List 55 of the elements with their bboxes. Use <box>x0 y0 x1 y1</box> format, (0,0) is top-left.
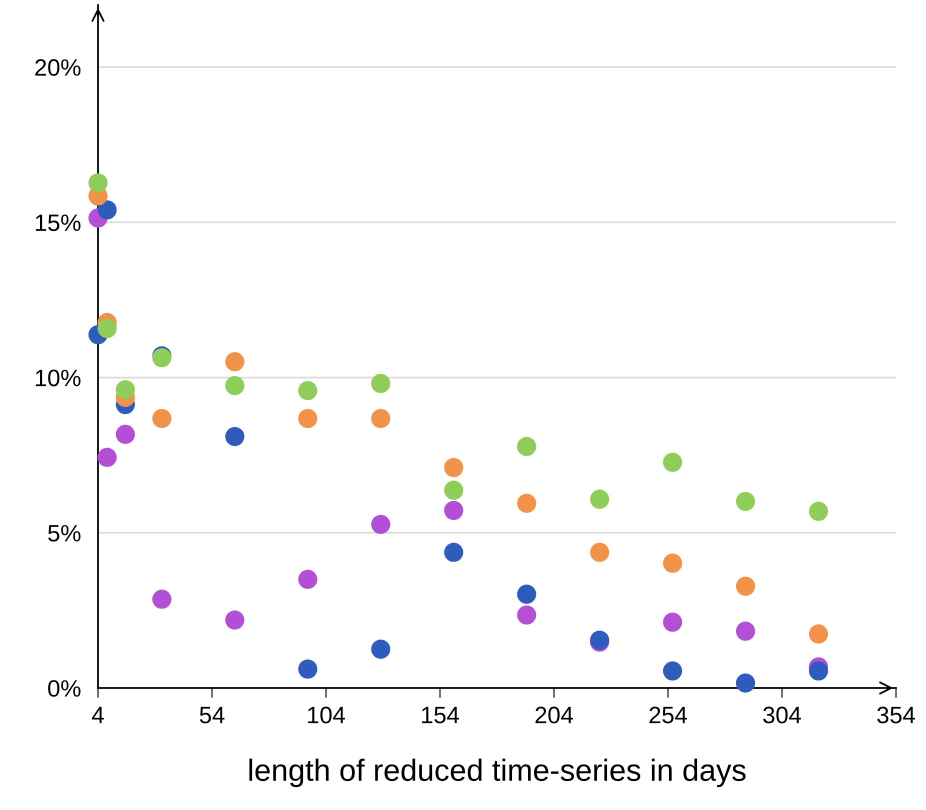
point <box>808 661 828 680</box>
point <box>98 200 117 220</box>
x-tick-label: 354 <box>877 706 916 724</box>
point <box>225 376 244 396</box>
y-tick-label: 0% <box>48 680 80 697</box>
y-tick-label: 15% <box>36 214 80 232</box>
point <box>225 352 244 372</box>
point <box>298 381 318 400</box>
point <box>808 502 828 521</box>
point <box>517 605 536 625</box>
y-tick-label: 5% <box>48 524 80 542</box>
point <box>736 673 756 693</box>
point <box>152 590 172 609</box>
point <box>662 452 682 472</box>
point <box>371 514 390 534</box>
point <box>444 480 464 500</box>
point <box>517 584 536 604</box>
point <box>662 612 682 632</box>
point <box>444 542 464 562</box>
point <box>225 610 244 630</box>
point <box>662 554 682 573</box>
x-tick-label: 54 <box>200 706 224 724</box>
point <box>736 576 756 596</box>
point <box>517 436 536 456</box>
x-tick-label: 4 <box>92 706 104 724</box>
point <box>662 661 682 680</box>
x-tick-label: 154 <box>422 706 460 724</box>
point <box>298 570 318 589</box>
point <box>590 490 610 509</box>
x-tick-label: 304 <box>763 706 802 724</box>
point <box>298 408 318 428</box>
y-tick-label: 20% <box>35 59 80 76</box>
point <box>808 624 828 644</box>
point <box>225 426 244 446</box>
point <box>371 408 390 428</box>
point <box>444 458 464 478</box>
point <box>88 173 108 192</box>
point <box>152 408 172 428</box>
x-tick-label: 204 <box>535 706 574 724</box>
point <box>736 622 756 641</box>
point <box>736 492 756 511</box>
y-tick-label: 10% <box>36 370 80 386</box>
point <box>116 424 135 444</box>
point <box>98 318 117 338</box>
point <box>98 448 117 467</box>
x-tick-label: 254 <box>649 706 688 724</box>
point <box>590 542 610 562</box>
point <box>298 659 318 679</box>
point <box>116 380 135 400</box>
point <box>371 374 390 394</box>
point <box>371 640 390 659</box>
point <box>517 494 536 513</box>
x-axis-title: length of reduced time-series in days <box>249 758 746 788</box>
x-tick-label: 104 <box>308 706 346 724</box>
point <box>444 500 464 520</box>
